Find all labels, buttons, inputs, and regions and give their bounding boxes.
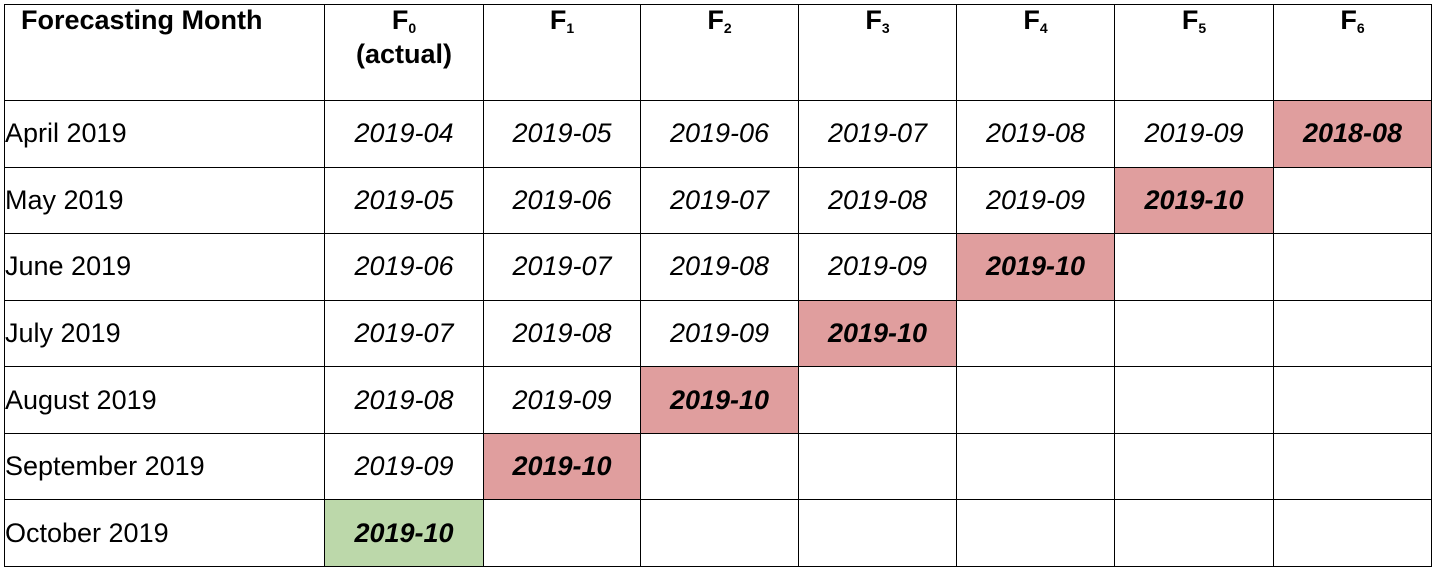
forecast-cell: 2019-09 [640, 299, 799, 368]
table-row: July 2019 2019-07 2019-08 2019-09 2019-10 [4, 299, 1432, 368]
month-cell: April 2019 [4, 100, 325, 168]
empty-cell [1273, 299, 1432, 368]
forecast-cell: 2019-09 [798, 233, 957, 301]
forecast-target-cell: 2019-10 [640, 366, 799, 434]
header-label: F [391, 5, 409, 36]
empty-cell [956, 366, 1115, 434]
empty-cell [798, 366, 957, 434]
header-f3: F3 [798, 4, 957, 101]
empty-cell [798, 432, 957, 501]
empty-cell [1114, 299, 1274, 368]
header-row: Forecasting Month F0 (actual) F1 F2 F3 F4 F5 F6 [4, 4, 1432, 101]
header-subscript: 4 [1039, 20, 1048, 36]
header-f5: F5 [1114, 4, 1274, 101]
forecast-cell: 2019-08 [324, 366, 484, 434]
empty-cell [483, 499, 641, 567]
header-label: F [1023, 5, 1040, 36]
header-subscript: 2 [723, 20, 732, 36]
empty-cell [1114, 499, 1274, 567]
forecast-cell: 2019-06 [324, 233, 484, 301]
forecast-target-cell: 2018-08 [1273, 100, 1432, 168]
table-row: May 2019 2019-05 2019-06 2019-07 2019-08 2019… [4, 166, 1432, 235]
forecast-cell: 2019-06 [640, 100, 799, 168]
forecast-cell: 2019-06 [483, 166, 641, 235]
header-subscript: 6 [1356, 20, 1365, 36]
table-row: September 2019 2019-09 2019-10 [4, 432, 1432, 501]
header-forecasting-month: Forecasting Month [4, 4, 325, 101]
month-cell: June 2019 [4, 233, 325, 301]
empty-cell [956, 299, 1115, 368]
empty-cell [1114, 233, 1274, 301]
header-label: F [865, 5, 882, 36]
empty-cell [1114, 366, 1274, 434]
forecast-cell: 2019-05 [483, 100, 641, 168]
header-label: F [549, 5, 567, 36]
forecast-cell: 2019-08 [640, 233, 799, 301]
header-subscript: 0 [408, 20, 417, 36]
empty-cell [1273, 166, 1432, 235]
forecast-table: Forecasting Month F0 (actual) F1 F2 F3 F4 F5 F6… [4, 4, 1432, 567]
empty-cell [1114, 432, 1274, 501]
header-label: F [1340, 5, 1357, 36]
empty-cell [1273, 499, 1432, 567]
month-cell: August 2019 [4, 366, 325, 434]
header-f1: F1 [483, 4, 641, 101]
empty-cell [640, 432, 799, 501]
month-cell: July 2019 [4, 299, 325, 368]
table-row: April 2019 2019-04 2019-05 2019-06 2019-07 20… [4, 100, 1432, 168]
forecast-target-cell: 2019-10 [1114, 166, 1274, 235]
header-note: (actual) [355, 39, 453, 69]
forecast-cell: 2019-09 [483, 366, 641, 434]
empty-cell [1273, 366, 1432, 434]
table-body: April 2019 2019-04 2019-05 2019-06 2019-07 20… [4, 100, 1432, 567]
empty-cell [798, 499, 957, 567]
table-row: August 2019 2019-08 2019-09 2019-10 [4, 366, 1432, 434]
empty-cell [1273, 432, 1432, 501]
table-row: October 2019 2019-10 [4, 499, 1432, 567]
header-f4: F4 [956, 4, 1115, 101]
forecast-target-cell: 2019-10 [483, 432, 641, 501]
month-cell: May 2019 [4, 166, 325, 235]
forecast-target-cell: 2019-10 [956, 233, 1115, 301]
forecast-cell: 2019-07 [324, 299, 484, 368]
table-row: June 2019 2019-06 2019-07 2019-08 2019-09 201… [4, 233, 1432, 301]
forecast-cell: 2019-09 [1114, 100, 1274, 168]
empty-cell [1273, 233, 1432, 301]
forecast-cell: 2019-09 [956, 166, 1115, 235]
header-f0: F0 (actual) [324, 4, 484, 101]
empty-cell [956, 499, 1115, 567]
empty-cell [956, 432, 1115, 501]
forecast-cell: 2019-08 [798, 166, 957, 235]
forecast-cell: 2019-07 [483, 233, 641, 301]
forecast-cell: 2019-05 [324, 166, 484, 235]
header-subscript: 1 [566, 20, 575, 36]
month-cell: October 2019 [4, 499, 325, 567]
forecast-cell: 2019-04 [324, 100, 484, 168]
header-f2: F2 [640, 4, 799, 101]
empty-cell [640, 499, 799, 567]
actual-target-cell: 2019-10 [324, 499, 484, 567]
forecast-cell: 2019-07 [640, 166, 799, 235]
header-subscript: 3 [881, 20, 890, 36]
forecast-cell: 2019-07 [798, 100, 957, 168]
forecast-cell: 2019-08 [483, 299, 641, 368]
header-label: F [1181, 5, 1199, 36]
forecast-cell: 2019-09 [324, 432, 484, 501]
month-cell: September 2019 [4, 432, 325, 501]
header-f6: F6 [1273, 4, 1432, 101]
header-label: F [707, 5, 724, 36]
header-subscript: 5 [1198, 20, 1207, 36]
forecast-target-cell: 2019-10 [798, 299, 957, 368]
forecast-cell: 2019-08 [956, 100, 1115, 168]
